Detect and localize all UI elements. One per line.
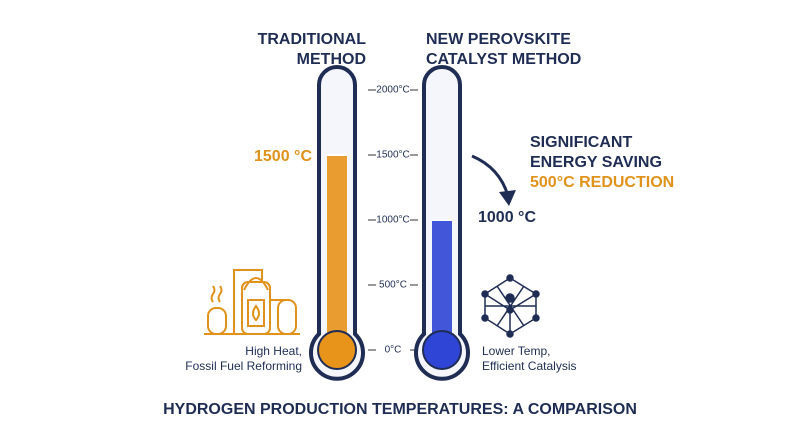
text-line: Efficient Catalysis: [482, 359, 576, 373]
arrow-head: [499, 190, 516, 206]
chart-title: HYDROGEN PRODUCTION TEMPERATURES: A COMP…: [163, 401, 637, 418]
y-tick-label: 0°C: [385, 345, 402, 356]
annotation-highlight: 500°C REDUCTION: [530, 174, 674, 191]
y-tick-label: 500°C: [379, 280, 407, 291]
temperature-fill: [432, 220, 452, 350]
text-line: METHOD: [297, 51, 366, 68]
text-line: SIGNIFICANT: [530, 134, 632, 151]
y-tick-label: 2000°C: [376, 85, 409, 96]
temperature-fill: [327, 155, 347, 350]
text-line: ENERGY SAVING: [530, 154, 662, 171]
thermometer-bulb: [422, 330, 462, 370]
y-tick-label: 1000°C: [376, 215, 409, 226]
value-label: 1500 °C: [254, 148, 312, 165]
value-label: 1000 °C: [478, 209, 536, 226]
thermometer-bulb: [317, 330, 357, 370]
text-line: TRADITIONAL: [258, 31, 367, 48]
lattice-icon: [481, 274, 540, 338]
text-line: High Heat,: [245, 344, 302, 358]
factory-icon: [204, 269, 300, 335]
text-line: NEW PEROVSKITE: [426, 31, 571, 48]
text-line: Fossil Fuel Reforming: [185, 359, 302, 373]
text-line: CATALYST METHOD: [426, 51, 581, 68]
y-tick-label: 1500°C: [376, 150, 409, 161]
text-line: Lower Temp,: [482, 344, 550, 358]
arrow: [471, 154, 510, 197]
